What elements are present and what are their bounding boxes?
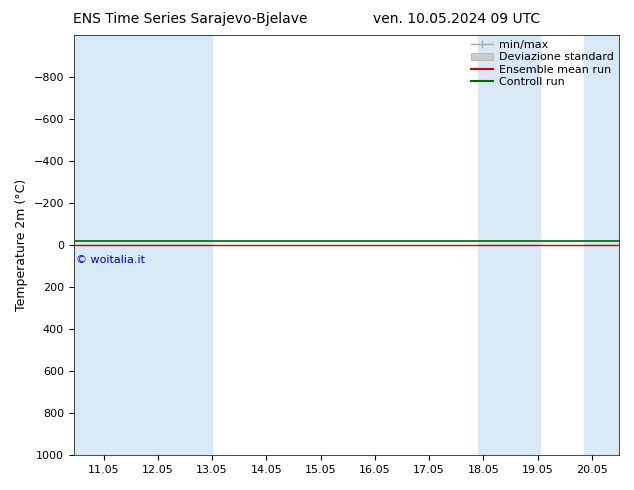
Text: ENS Time Series Sarajevo-Bjelave: ENS Time Series Sarajevo-Bjelave: [73, 12, 307, 26]
Legend: min/max, Deviazione standard, Ensemble mean run, Controll run: min/max, Deviazione standard, Ensemble m…: [471, 40, 614, 87]
Bar: [584, 35, 634, 455]
Text: ven. 10.05.2024 09 UTC: ven. 10.05.2024 09 UTC: [373, 12, 540, 26]
Bar: [74, 35, 212, 455]
Text: © woitalia.it: © woitalia.it: [77, 255, 145, 266]
Bar: [478, 35, 540, 455]
Y-axis label: Temperature 2m (°C): Temperature 2m (°C): [15, 179, 28, 311]
